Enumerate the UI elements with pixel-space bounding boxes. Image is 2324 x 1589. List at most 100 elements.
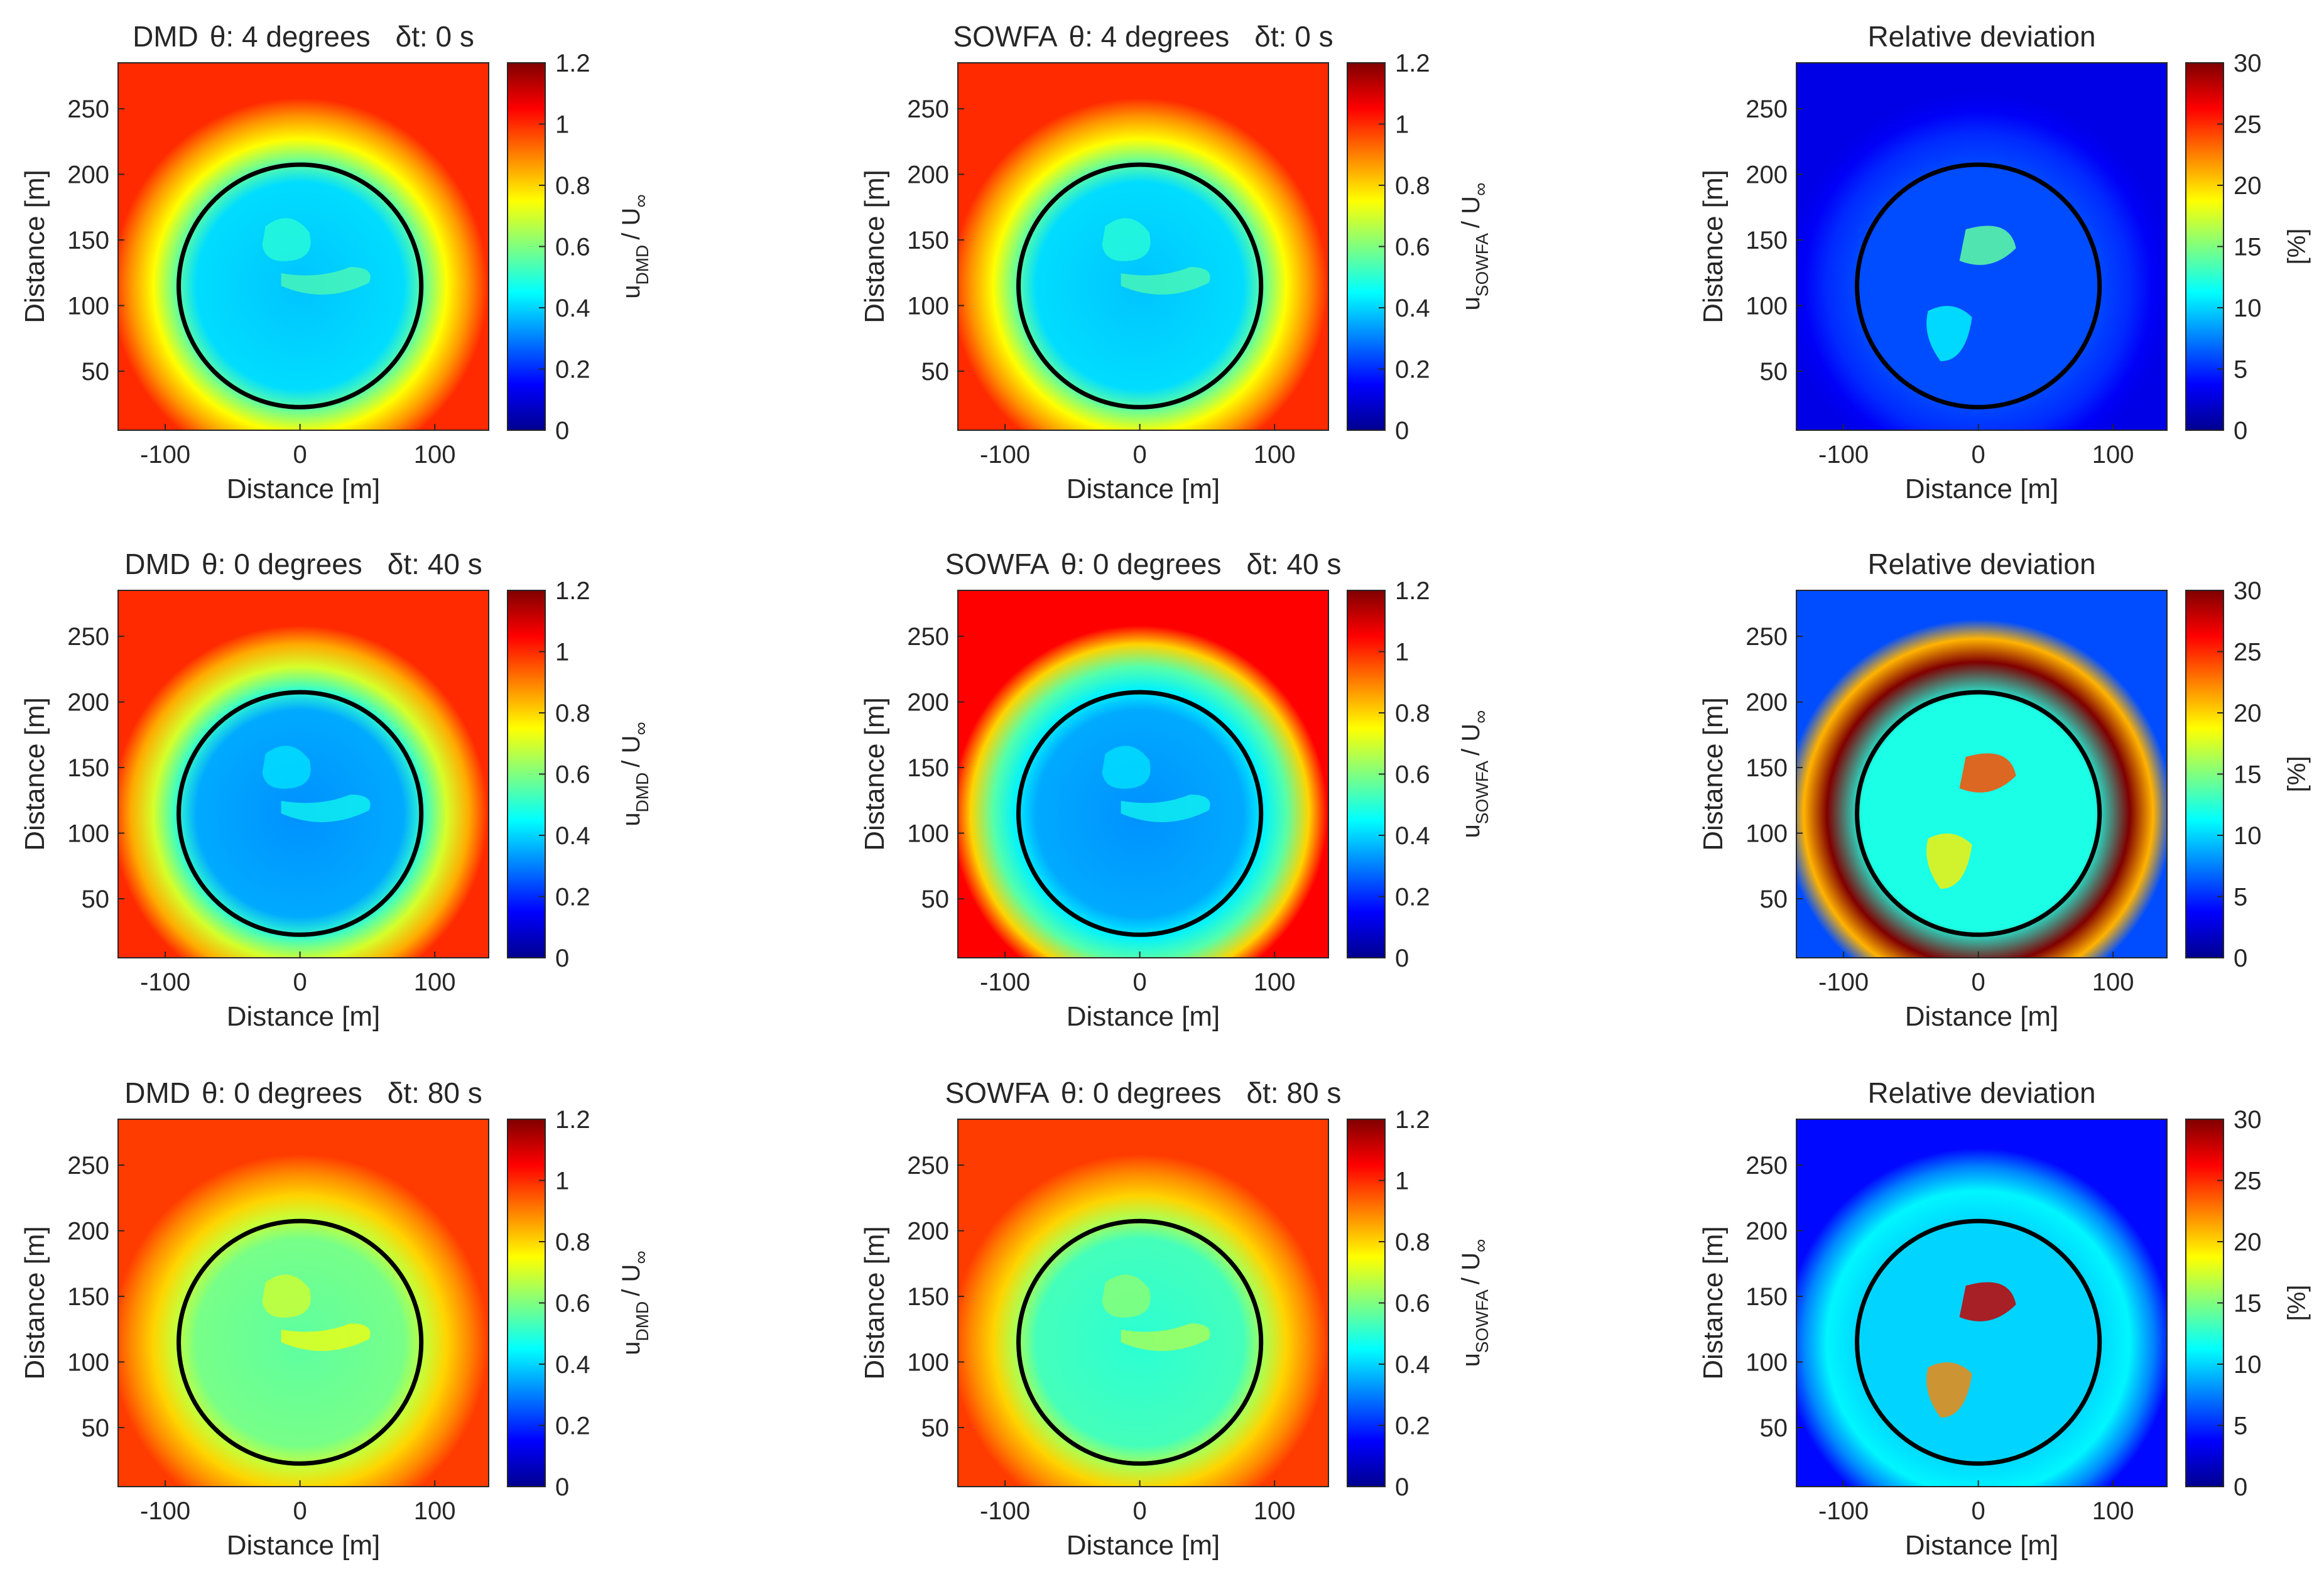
colorbar-label-inf: ∞ bbox=[631, 194, 651, 207]
panel-title: Relative deviation bbox=[1867, 20, 2095, 53]
y-tick-label: 150 bbox=[67, 227, 109, 254]
deviation-peak bbox=[1959, 225, 2016, 265]
y-tick-label: 100 bbox=[1746, 1349, 1788, 1377]
swirl-structure bbox=[281, 794, 371, 823]
colorbar-label-inf: ∞ bbox=[1470, 183, 1491, 196]
x-tick-label: 100 bbox=[414, 1497, 456, 1525]
y-axis-label: Distance [m] bbox=[859, 1226, 890, 1380]
y-tick-label: 250 bbox=[67, 95, 109, 123]
colorbar-tick-label: 0.4 bbox=[555, 1351, 590, 1379]
y-axis-label: Distance [m] bbox=[19, 170, 50, 323]
title-prefix: DMD bbox=[124, 548, 190, 580]
colorbar-label: uSOWFA / U∞ bbox=[1457, 710, 1492, 838]
title-theta: θ: 4 degrees bbox=[1069, 20, 1230, 53]
axes-box bbox=[1796, 590, 2168, 958]
y-tick-label: 150 bbox=[907, 754, 949, 782]
swirl-structure bbox=[281, 267, 371, 295]
colorbar-tick-label: 0.4 bbox=[555, 295, 590, 322]
colorbar-tick-label: 0.2 bbox=[555, 884, 590, 911]
title-dt: δt: 80 s bbox=[1246, 1077, 1341, 1109]
colorbar-tick-label: 0 bbox=[2234, 1473, 2247, 1501]
x-tick-label: 100 bbox=[2092, 1497, 2134, 1525]
wake-deficit bbox=[118, 97, 488, 430]
rotor-circle bbox=[1016, 162, 1264, 409]
rotor-circle bbox=[1016, 690, 1264, 937]
title-prefix: SOWFA bbox=[945, 1077, 1050, 1109]
rotor-circle bbox=[1016, 1218, 1264, 1466]
axes-box bbox=[117, 62, 489, 431]
x-tick-label: 100 bbox=[1254, 1497, 1296, 1525]
panel-dmd-80s: -100 0 100 50 100 150 200 250 Distance [m] Distan… bbox=[19, 1077, 652, 1561]
colorbar-tick-label: 1.2 bbox=[1395, 1106, 1430, 1134]
colorbar-tick-label: 0 bbox=[2234, 945, 2247, 972]
colorbar-tick-label: 10 bbox=[2234, 295, 2262, 322]
title-theta: θ: 0 degrees bbox=[1061, 1077, 1222, 1109]
heatmap-field bbox=[118, 590, 489, 958]
panel-title: SOWFA θ: 0 degrees δt: 40 s bbox=[945, 548, 1342, 580]
rotor-circle bbox=[176, 1218, 424, 1466]
colorbar-tick-label: 20 bbox=[2234, 700, 2262, 727]
axes-box bbox=[957, 62, 1329, 431]
hub-structure bbox=[1102, 218, 1151, 261]
colorbar-tick-label: 1 bbox=[1395, 1168, 1409, 1195]
panel-title: SOWFA θ: 4 degrees δt: 0 s bbox=[953, 20, 1333, 53]
y-tick-label: 200 bbox=[907, 161, 949, 189]
title-prefix: SOWFA bbox=[945, 548, 1050, 580]
colorbar-label: uSOWFA / U∞ bbox=[1457, 1239, 1492, 1367]
rotor-circle bbox=[176, 690, 424, 937]
y-axis-label: Distance [m] bbox=[19, 1226, 50, 1380]
wake-deficit bbox=[958, 625, 1328, 958]
y-tick-label: 150 bbox=[907, 227, 949, 254]
x-tick-label: 100 bbox=[2092, 441, 2134, 469]
colorbar-tick-label: 1.2 bbox=[555, 50, 590, 77]
heatmap-field bbox=[958, 63, 1328, 430]
y-tick-label: 100 bbox=[1746, 820, 1788, 848]
colorbar-tick-label: 0.2 bbox=[555, 1413, 590, 1440]
deviation-peak bbox=[1926, 833, 1972, 889]
colorbar-tick-label: 0 bbox=[555, 417, 569, 445]
colorbar-tick-label: 30 bbox=[2234, 1106, 2262, 1134]
y-tick-label: 50 bbox=[1760, 1414, 1788, 1442]
y-tick-label: 50 bbox=[1760, 358, 1788, 386]
colorbar-tick-label: 1.2 bbox=[1395, 50, 1430, 77]
colorbar-label-sub: DMD bbox=[633, 245, 652, 285]
hub-structure bbox=[262, 218, 311, 261]
deviation-ring bbox=[1796, 1148, 2167, 1487]
colorbar-label-sub: SOWFA bbox=[1472, 233, 1492, 296]
axes-box bbox=[1796, 62, 2168, 431]
x-tick-label: 100 bbox=[1254, 968, 1296, 996]
rotor-circle bbox=[1855, 690, 2102, 937]
y-tick-label: 100 bbox=[67, 1349, 109, 1377]
colorbar-label: [%] bbox=[2283, 756, 2311, 793]
y-tick-label: 50 bbox=[82, 886, 110, 913]
axes-box bbox=[957, 590, 1329, 958]
swirl-structure bbox=[1121, 1323, 1210, 1352]
colorbar-label-main: u bbox=[1457, 296, 1485, 310]
colorbar-tick-label: 25 bbox=[2234, 639, 2262, 666]
colorbar-tick-label: 30 bbox=[2234, 50, 2262, 77]
y-tick-label: 100 bbox=[907, 1349, 949, 1377]
colorbar-tick-label: 0.4 bbox=[1395, 1351, 1430, 1379]
deviation-peak bbox=[1926, 306, 1972, 362]
hub-structure bbox=[262, 746, 311, 789]
colorbar-tick-label: 0.8 bbox=[555, 172, 590, 200]
axes-box bbox=[1796, 1119, 2168, 1487]
y-tick-label: 150 bbox=[67, 1283, 109, 1311]
colorbar-tick-label: 0.2 bbox=[1395, 1413, 1430, 1440]
y-tick-label: 250 bbox=[67, 623, 109, 651]
y-axis-label: Distance [m] bbox=[859, 170, 890, 323]
heatmap-field bbox=[118, 1119, 489, 1487]
x-axis-label: Distance [m] bbox=[227, 1530, 381, 1561]
wake-deficit bbox=[958, 1154, 1328, 1487]
colorbar-tick-label: 0.8 bbox=[1395, 700, 1430, 727]
colorbar-label: [%] bbox=[2283, 229, 2311, 265]
colorbar-tick-label: 10 bbox=[2234, 1351, 2262, 1379]
panel-title: Relative deviation bbox=[1867, 548, 2095, 580]
y-axis-label: Distance [m] bbox=[1698, 170, 1729, 323]
colorbar-tick-label: 1 bbox=[555, 111, 569, 139]
y-tick-label: 250 bbox=[907, 95, 949, 123]
colorbar-label-main: u bbox=[1457, 1353, 1485, 1367]
y-tick-label: 250 bbox=[1746, 623, 1788, 651]
